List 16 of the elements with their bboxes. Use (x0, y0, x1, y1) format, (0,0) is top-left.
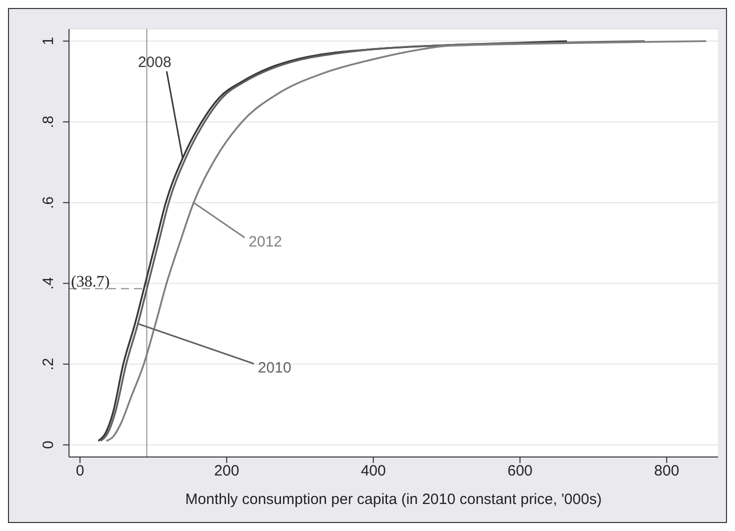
text: 2010 (258, 360, 292, 377)
y-tick-label: .2 (40, 358, 57, 370)
x-tick-label: 600 (507, 462, 533, 480)
y-tick-label: .8 (40, 116, 57, 128)
y-tick-label: .4 (40, 277, 57, 290)
x-tick-label: 400 (360, 462, 386, 480)
x-tick-label: 800 (654, 462, 680, 480)
x-axis-title: Monthly consumption per capita (in 2010 constant price, '000s) (185, 491, 602, 508)
y-tick-label: .6 (40, 196, 57, 209)
x-tick-label: 200 (214, 462, 240, 480)
x-tick-label: 0 (76, 462, 84, 480)
text: 2012 (248, 234, 282, 251)
y-tick-label: 1 (40, 36, 57, 46)
y-tick-label: 0 (40, 440, 57, 450)
ref-line-label: (38.7) (71, 274, 110, 291)
text: 2008 (138, 54, 172, 72)
